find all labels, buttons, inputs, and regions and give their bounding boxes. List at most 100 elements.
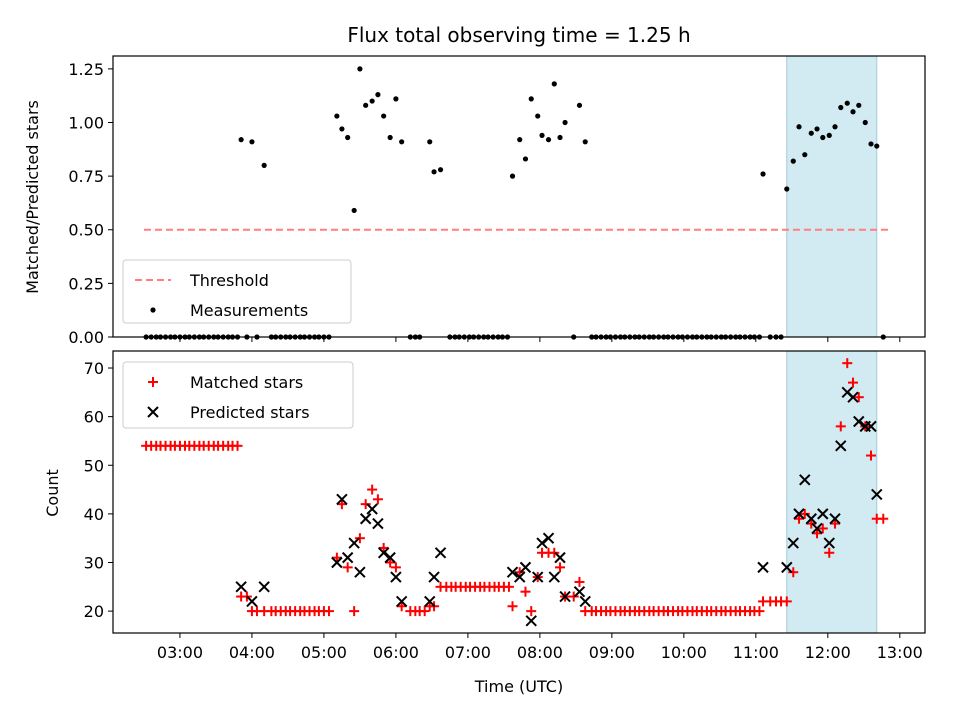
predicted-star-point (336, 493, 348, 506)
measurement-point (868, 141, 874, 147)
matched-star-point (866, 450, 877, 461)
matched-star-point (574, 576, 585, 587)
x-tick-label: 13:00 (877, 643, 923, 662)
measurement-point (557, 134, 563, 141)
predicted-legend-key-b (147, 406, 159, 418)
predicted-star-point (871, 488, 883, 501)
observing-window-span (786, 350, 878, 634)
predicted-star-point (424, 595, 436, 608)
legend-label: Predicted stars (190, 403, 310, 422)
matched-star-point (372, 494, 383, 505)
matched-star-point (349, 606, 360, 617)
matched-star-point (806, 518, 817, 529)
x-tick-label: 10:00 (661, 643, 707, 662)
measurement-point (399, 139, 405, 145)
measurement-point (393, 96, 399, 102)
legend-box (122, 361, 354, 429)
measurement-point (814, 126, 820, 132)
measurement-point (844, 100, 850, 106)
predicted-star-point (331, 556, 343, 569)
axes-frame (112, 350, 926, 634)
measurement-point (369, 98, 375, 104)
y-tick-label: 60 (84, 408, 104, 427)
y-tick-label: 1.25 (68, 60, 104, 79)
predicted-star-point (434, 547, 447, 559)
measurement-point (838, 104, 844, 111)
measurement-point (339, 126, 345, 132)
matched-star-point (526, 606, 537, 617)
x-tick-label: 04:00 (229, 643, 275, 662)
predicted-star-point (341, 551, 354, 564)
measurement-point (856, 102, 862, 108)
legend-label: Matched stars (190, 373, 303, 392)
measurement-point (862, 119, 868, 126)
x-tick-label: 11:00 (733, 643, 779, 662)
matched-star-point (555, 562, 566, 573)
predicted-star-point (514, 571, 526, 583)
measurement-point (517, 137, 523, 143)
matched-star-point (568, 591, 579, 602)
matched-star-point (514, 567, 525, 578)
x-tick-label: 09:00 (589, 643, 635, 662)
y-tick-label: 70 (84, 359, 104, 378)
predicted-star-point (757, 561, 769, 574)
matched-star-point (360, 499, 371, 510)
x-tick-label: 08:00 (517, 643, 563, 662)
bottom-y-axis-label: Count (43, 469, 62, 517)
measurement-point (509, 173, 516, 179)
measurement-point (874, 143, 880, 149)
y-tick-label: 0.75 (68, 167, 104, 186)
predicted-star-point (823, 537, 835, 549)
predicted-star-point (519, 561, 532, 574)
measurement-point (784, 186, 790, 192)
matched-star-point (385, 557, 396, 568)
observing-window-span (786, 55, 878, 338)
y-tick-label: 50 (84, 456, 104, 475)
measurement-point (427, 139, 433, 145)
matched-star-point (323, 606, 334, 617)
measurement-point (363, 102, 369, 108)
measurement-point (562, 119, 568, 126)
measurement-point (351, 207, 357, 214)
measurement-point (802, 152, 808, 158)
matched-star-point (812, 528, 823, 539)
predicted-star-point (799, 474, 811, 486)
predicted-star-point (395, 595, 408, 608)
legend-box (122, 259, 352, 324)
measurement-point (808, 130, 814, 136)
measurement-point (357, 66, 363, 72)
measurement-point (345, 134, 351, 141)
predicted-star-point (536, 537, 548, 549)
measurement-point (431, 169, 437, 175)
x-tick-label: 12:00 (805, 643, 851, 662)
y-tick-label: 1.00 (68, 113, 104, 132)
measurement-point (387, 134, 393, 141)
predicted-star-point (787, 537, 799, 549)
legend: Matched stars Predicted stars (122, 361, 354, 429)
measurements-legend-key (150, 307, 156, 313)
predicted-star-point (835, 440, 847, 452)
predicted-star-point (506, 566, 519, 578)
measurement-point (437, 167, 444, 173)
y-tick-label: 0.25 (68, 274, 104, 293)
predicted-star-point (359, 513, 372, 525)
predicted-star-point (793, 508, 805, 520)
predicted-star-point (811, 522, 823, 535)
measurement-point (820, 134, 826, 141)
x-tick-label: 07:00 (445, 643, 491, 662)
chart-title: Flux total observing time = 1.25 h (347, 23, 690, 47)
matched-star-point (754, 606, 765, 617)
matched-star-point (507, 601, 518, 612)
x-tick-label: 06:00 (373, 643, 419, 662)
predicted-star-point (390, 571, 402, 583)
predicted-star-point (781, 561, 793, 574)
x-tick-label: 03:00 (157, 643, 203, 662)
matched-star-point (799, 508, 810, 519)
matched-star-point (354, 533, 365, 544)
predicted-star-point (532, 571, 544, 583)
measurement-point (261, 162, 267, 168)
x-axis-label: Time (UTC) (474, 677, 563, 696)
measurement-point (790, 158, 796, 164)
y-tick-label: 20 (84, 602, 104, 621)
